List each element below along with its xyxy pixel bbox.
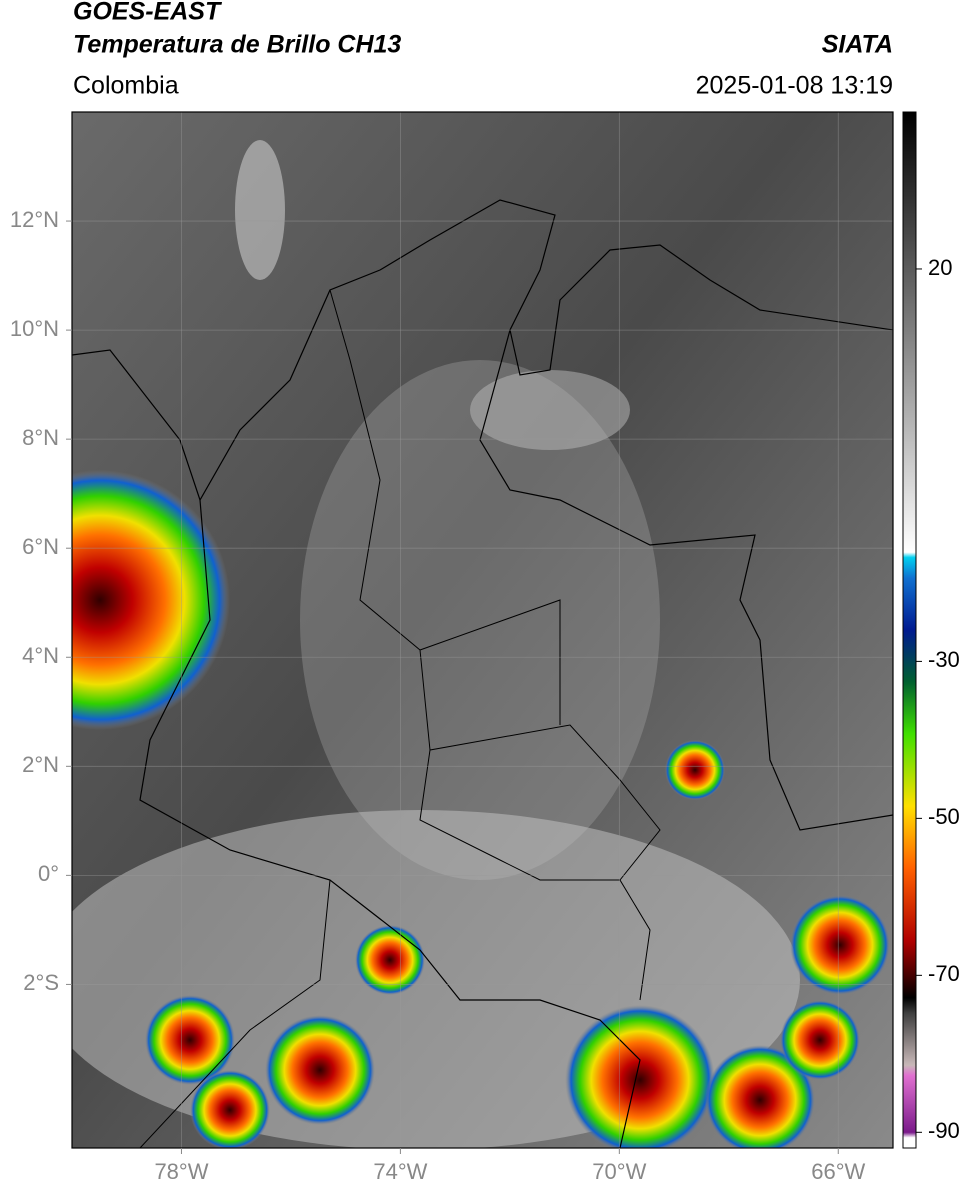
lat-tick-label: 12°N: [10, 207, 59, 232]
lat-tick-label: 4°N: [22, 643, 59, 668]
colorbar-tick-label: -50: [928, 804, 960, 829]
lat-tick-label: 2°N: [22, 752, 59, 777]
lat-tick-label: 10°N: [10, 316, 59, 341]
lon-tick-label: 70°W: [592, 1159, 646, 1184]
graticule: [72, 112, 893, 1148]
colorbar-tick-label: -70: [928, 961, 960, 986]
lat-tick-label: 2°S: [23, 970, 59, 995]
datetime-label: 2025-01-08 13:19: [696, 72, 893, 100]
satellite-image: [72, 112, 893, 1148]
product-title: Temperatura de Brillo CH13: [73, 31, 401, 59]
colorbar-tick-label: -90: [928, 1118, 960, 1143]
region-label: Colombia: [73, 72, 179, 100]
lon-tick-label: 74°W: [373, 1159, 427, 1184]
colorbar-tick-label: 20: [928, 255, 952, 280]
lat-tick-label: 0°: [38, 861, 59, 886]
lon-tick-label: 78°W: [154, 1159, 208, 1184]
satellite-title: GOES-EAST: [73, 0, 223, 26]
colorbar-tick-label: -30: [928, 647, 960, 672]
lon-tick-label: 66°W: [811, 1159, 865, 1184]
map-frame: [71, 111, 894, 1149]
lat-tick-label: 8°N: [22, 425, 59, 450]
lat-tick-label: 6°N: [22, 534, 59, 559]
source-label: SIATA: [822, 31, 893, 59]
colorbar: [902, 111, 917, 1149]
